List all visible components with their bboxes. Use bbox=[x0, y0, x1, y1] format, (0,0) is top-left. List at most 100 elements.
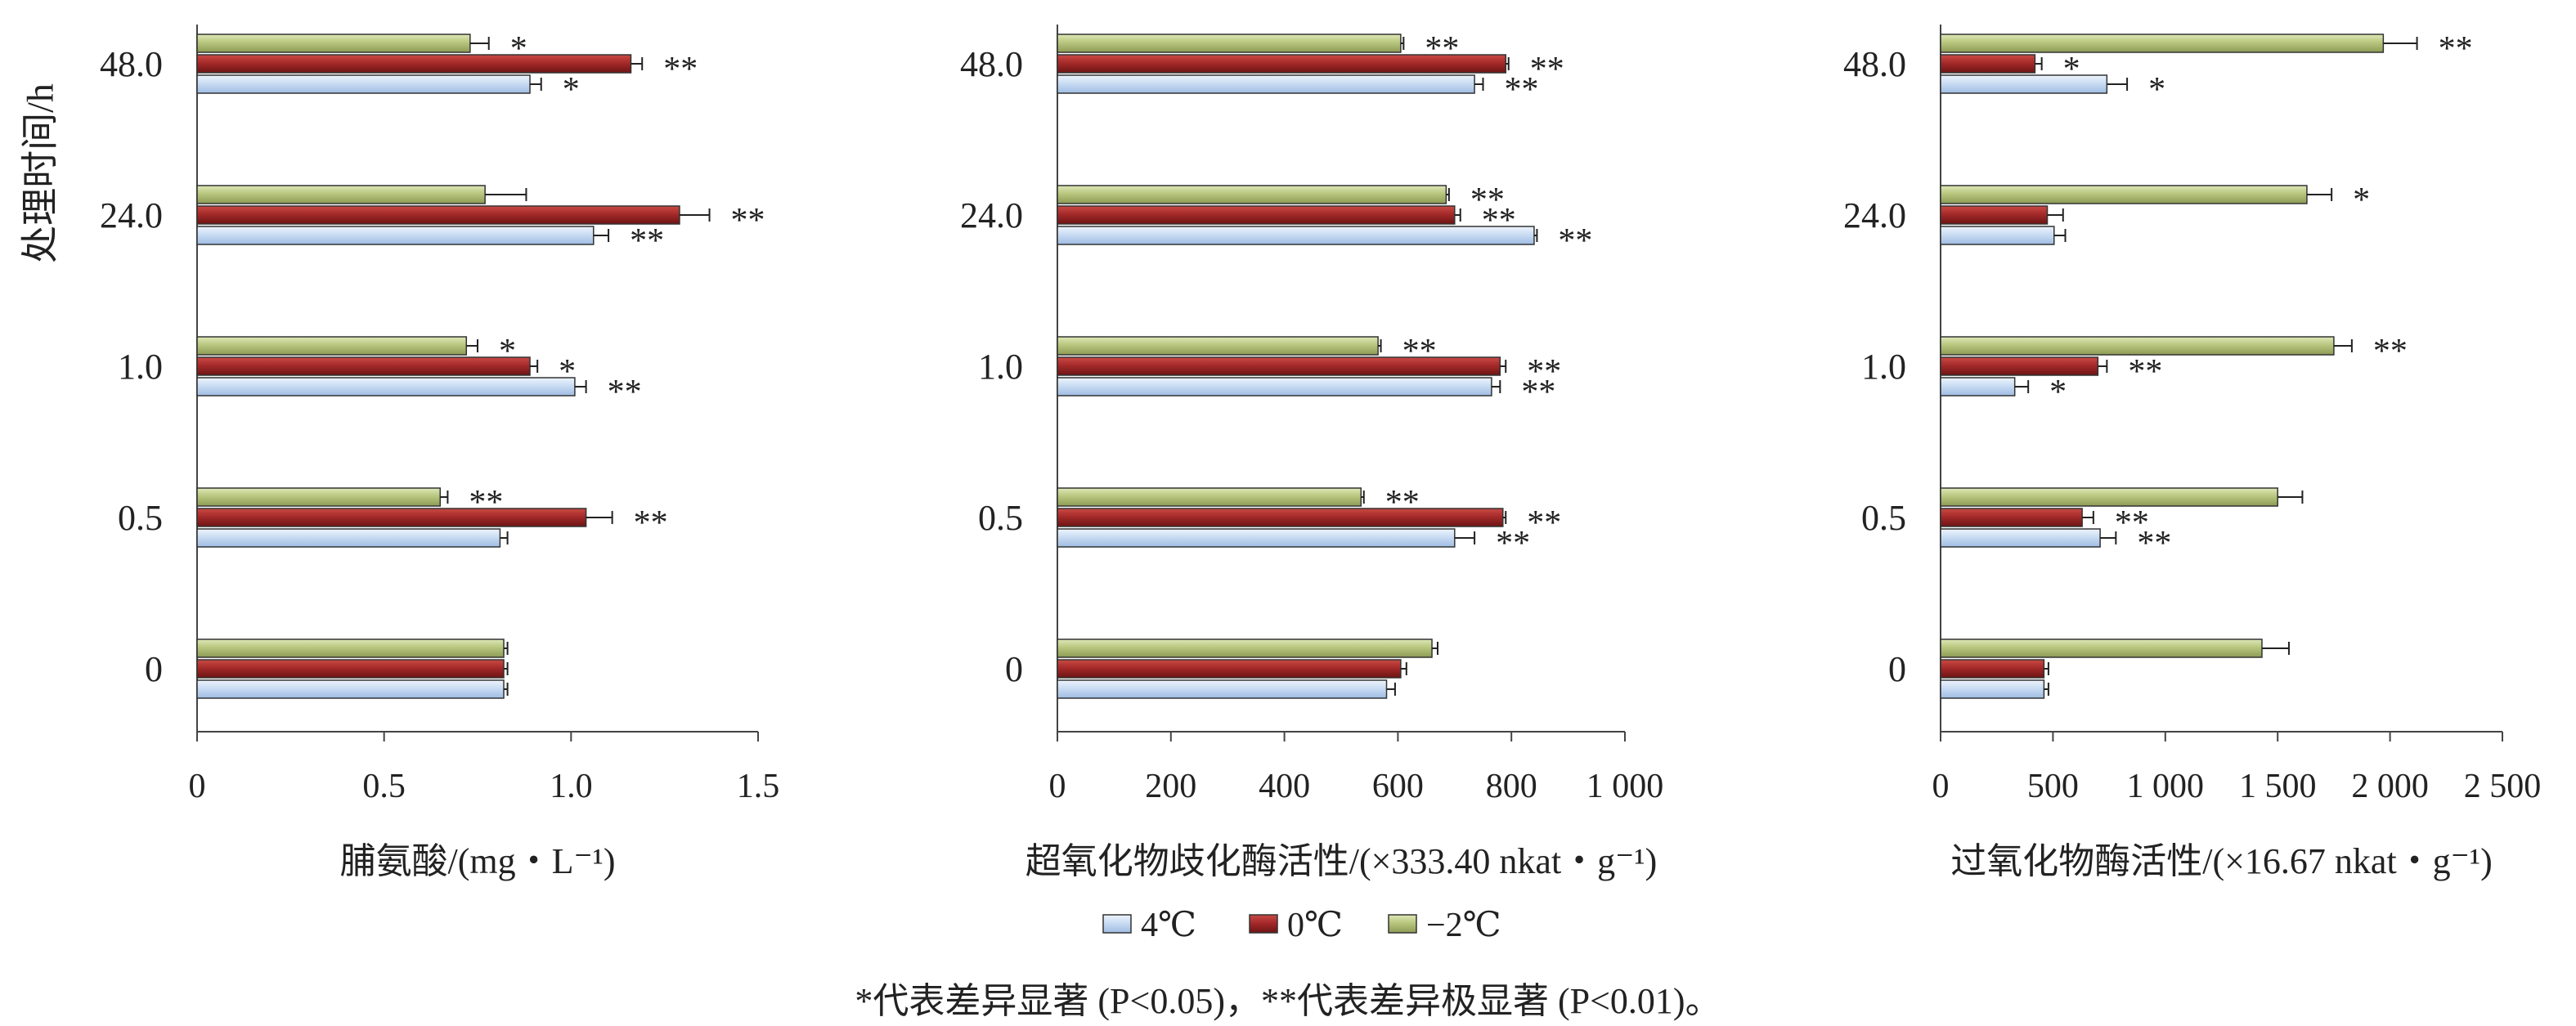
bar-4c bbox=[1057, 528, 1456, 548]
bar-0c bbox=[196, 659, 505, 679]
y-tick-label: 0 bbox=[1888, 649, 1906, 689]
bar-4c bbox=[1057, 377, 1492, 397]
x-tick-label: 0.5 bbox=[362, 768, 406, 805]
significance-mark: * bbox=[2049, 374, 2067, 411]
x-axis-title: 超氧化物歧化酶活性/(×333.40 nkat・g⁻¹) bbox=[1025, 841, 1658, 881]
bar-4c bbox=[1057, 226, 1535, 245]
significance-mark: ** bbox=[1482, 202, 1516, 240]
bar-4c bbox=[1940, 679, 2045, 699]
x-tick-label: 400 bbox=[1259, 768, 1310, 805]
bar-minus2c bbox=[1057, 336, 1379, 356]
x-tick-label: 1.0 bbox=[550, 768, 593, 805]
x-tick-label: 500 bbox=[2027, 768, 2079, 805]
y-tick-label: 0 bbox=[1005, 649, 1023, 689]
bar-0c bbox=[196, 205, 680, 225]
bar-minus2c bbox=[1057, 185, 1447, 204]
legend-label-minus2c: −2℃ bbox=[1426, 907, 1501, 944]
bar-4c bbox=[1057, 74, 1475, 94]
proline-chart: 0 0.5 1.0 1.5脯氨酸/(mg・L⁻¹)00.51.024.048.0***… bbox=[100, 25, 779, 881]
significance-mark: ** bbox=[2373, 333, 2408, 370]
legend-swatch-0c bbox=[1249, 914, 1278, 934]
significance-mark: ** bbox=[1470, 181, 1505, 219]
significance-mark: ** bbox=[1496, 525, 1530, 562]
bar-minus2c bbox=[1057, 487, 1362, 507]
bar-4c bbox=[196, 74, 531, 94]
bar-minus2c bbox=[196, 487, 442, 507]
x-tick-label: 0 bbox=[1932, 768, 1950, 805]
y-tick-label: 48.0 bbox=[960, 44, 1023, 84]
significance-mark: ** bbox=[663, 51, 698, 88]
y-tick-label: 1.0 bbox=[118, 347, 163, 387]
bar-minus2c bbox=[196, 34, 471, 53]
bar-minus2c bbox=[196, 185, 486, 204]
significance-mark: * bbox=[2063, 51, 2080, 88]
legend-label-4c: 4℃ bbox=[1141, 907, 1196, 944]
bar-4c bbox=[1940, 226, 2055, 245]
significance-mark: ** bbox=[1530, 51, 1564, 88]
x-tick-label: 2 000 bbox=[2351, 768, 2429, 805]
bar-0c bbox=[1057, 205, 1456, 225]
significance-note: *代表差异显著 (P<0.05)，**代表差异极显著 (P<0.01)。 bbox=[855, 981, 1721, 1021]
bar-0c bbox=[196, 356, 531, 376]
y-tick-label: 1.0 bbox=[978, 347, 1023, 387]
bar-minus2c bbox=[1940, 638, 2263, 658]
legend: 4℃ 0℃ −2℃ bbox=[1102, 907, 1501, 944]
significance-mark: ** bbox=[2137, 525, 2171, 562]
x-tick-label: 1 000 bbox=[2127, 768, 2205, 805]
x-tick-label: 0 bbox=[1049, 768, 1066, 805]
bar-0c bbox=[1940, 54, 2036, 74]
x-tick-label: 1 500 bbox=[2239, 768, 2317, 805]
x-tick-label: 200 bbox=[1145, 768, 1196, 805]
y-tick-label: 0.5 bbox=[118, 498, 163, 538]
significance-mark: * bbox=[563, 71, 580, 109]
y-tick-label: 48.0 bbox=[1843, 44, 1906, 84]
x-axis-title: 过氧化物酶活性/(×16.67 nkat・g⁻¹) bbox=[1950, 841, 2493, 881]
bar-0c bbox=[196, 54, 632, 74]
y-tick-label: 0 bbox=[145, 649, 163, 689]
x-tick-label: 600 bbox=[1372, 768, 1424, 805]
bar-minus2c bbox=[1057, 34, 1402, 53]
bar-0c bbox=[1940, 205, 2049, 225]
pod-activity-chart: 0 500 1 000 1 500 2 000 2 500 过氧化物酶活性/(×16.67 … bbox=[1843, 25, 2541, 881]
sod-activity-chart: 0 200 400 600 800 1 000 超氧化物歧化酶活性/(×333.40 nka… bbox=[960, 25, 1663, 881]
y-tick-label: 1.0 bbox=[1861, 347, 1906, 387]
bar-0c bbox=[1057, 659, 1402, 679]
significance-mark: ** bbox=[630, 222, 664, 260]
bar-0c bbox=[1057, 508, 1504, 527]
bar-0c bbox=[1940, 508, 2083, 527]
bar-4c bbox=[196, 679, 505, 699]
bar-0c bbox=[1940, 659, 2045, 679]
significance-mark: * bbox=[2353, 181, 2370, 219]
significance-mark: * bbox=[510, 30, 527, 68]
significance-mark: ** bbox=[469, 484, 503, 522]
bar-minus2c bbox=[1940, 336, 2335, 356]
bar-4c bbox=[196, 226, 595, 245]
bar-minus2c bbox=[1057, 638, 1433, 658]
legend-label-0c: 0℃ bbox=[1287, 907, 1343, 944]
bar-4c bbox=[196, 377, 576, 397]
significance-mark: ** bbox=[1425, 30, 1459, 68]
significance-mark: * bbox=[559, 353, 576, 391]
significance-mark: ** bbox=[634, 504, 668, 542]
significance-mark: ** bbox=[1527, 504, 1561, 542]
bar-4c bbox=[1940, 377, 2016, 397]
bar-0c bbox=[1940, 356, 2099, 376]
x-axis-title: 脯氨酸/(mg・L⁻¹) bbox=[339, 841, 615, 881]
significance-mark: * bbox=[2148, 71, 2165, 109]
x-tick-label: 800 bbox=[1486, 768, 1537, 805]
bar-minus2c bbox=[196, 336, 468, 356]
bar-4c bbox=[1057, 679, 1388, 699]
y-tick-label: 0.5 bbox=[1861, 498, 1906, 538]
bar-minus2c bbox=[1940, 34, 2385, 53]
significance-mark: ** bbox=[1521, 374, 1555, 411]
significance-mark: ** bbox=[731, 202, 765, 240]
bar-minus2c bbox=[196, 638, 505, 658]
x-tick-label: 2 500 bbox=[2464, 768, 2542, 805]
significance-mark: ** bbox=[1558, 222, 1592, 260]
significance-mark: ** bbox=[1402, 333, 1437, 370]
x-tick-label: 1 000 bbox=[1586, 768, 1664, 805]
significance-mark: * bbox=[499, 333, 516, 370]
y-tick-label: 24.0 bbox=[960, 195, 1023, 235]
y-tick-label: 24.0 bbox=[1843, 195, 1906, 235]
y-tick-label: 0.5 bbox=[978, 498, 1023, 538]
